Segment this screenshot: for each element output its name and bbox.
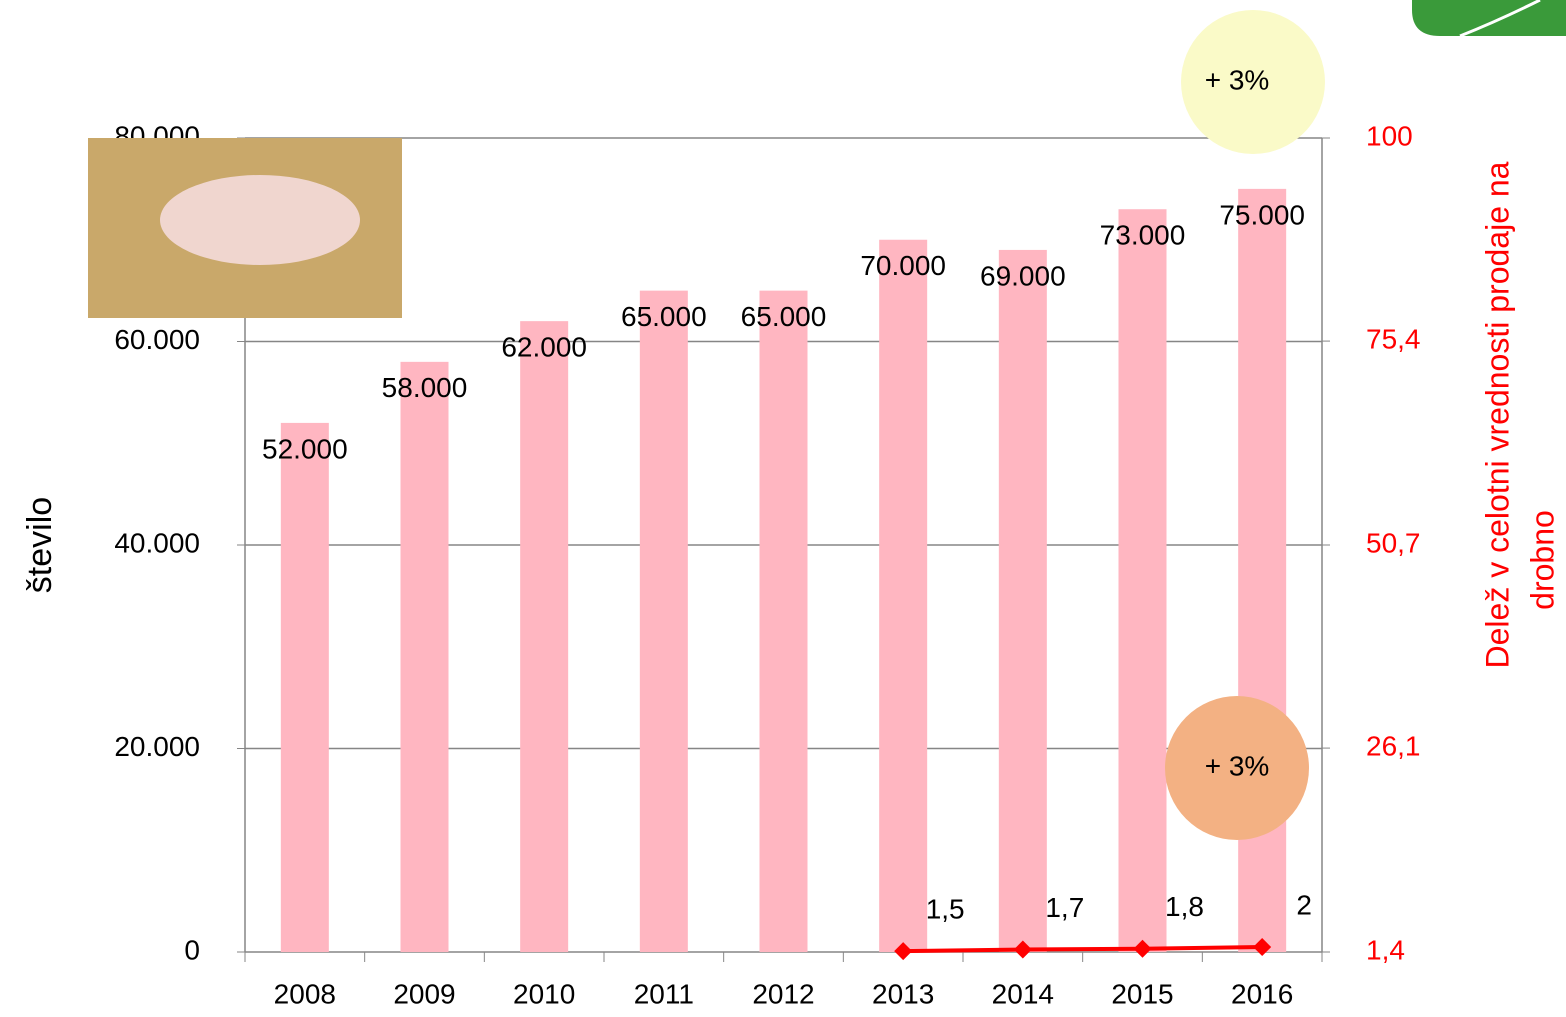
line-marker (1013, 940, 1032, 959)
y2-tick-label: 100 (1366, 120, 1413, 151)
x-tick-label: 2014 (992, 978, 1054, 1009)
x-tick-label: 2008 (274, 978, 336, 1009)
annotation: + 3% (1205, 64, 1270, 95)
data-label: 2 (1296, 889, 1312, 920)
bar (400, 361, 449, 953)
x-tick-label: 2010 (513, 978, 575, 1009)
logo-swoosh (1459, 0, 1541, 38)
data-label: 62.000 (501, 332, 587, 363)
line (903, 945, 1263, 954)
bar (759, 290, 808, 952)
bar (639, 290, 688, 952)
annotation: + 3% (1205, 750, 1270, 781)
y2-tick-label: 50,7 (1366, 527, 1421, 558)
data-label: 75.000 (1219, 199, 1305, 230)
x-tick-label: 2012 (752, 978, 814, 1009)
data-label: 1,7 (1045, 892, 1084, 923)
bar (280, 422, 329, 952)
data-label: 52.000 (262, 433, 348, 464)
data-label: 65.000 (621, 301, 707, 332)
x-tick-label: 2015 (1111, 978, 1173, 1009)
x-tick-label: 2009 (393, 978, 455, 1009)
data-label: 69.000 (980, 260, 1066, 291)
pig-photo-pig (160, 175, 360, 265)
annotation-circle (1181, 10, 1325, 154)
data-label: 58.000 (382, 372, 468, 403)
data-label: 70.000 (860, 250, 946, 281)
y-tick-label: 20.000 (114, 731, 200, 762)
y2-axis-label: Delež v celotni vrednosti prodaje na (1479, 161, 1515, 668)
y-tick-label: 40.000 (114, 527, 200, 558)
data-label: 73.000 (1100, 220, 1186, 251)
line-marker (1253, 938, 1272, 957)
logo (1412, 0, 1566, 36)
y2-tick-label: 26,1 (1366, 730, 1421, 761)
y2-tick-label: 1,4 (1366, 934, 1405, 965)
x-tick-label: 2011 (634, 978, 694, 1009)
x-tick-label: 2016 (1231, 978, 1293, 1009)
bar (879, 239, 928, 952)
line-marker (1133, 939, 1152, 958)
data-label: 65.000 (741, 301, 827, 332)
data-label: 1,5 (926, 894, 965, 925)
y2-axis-label: drobno (1524, 510, 1560, 610)
y-axis-label: število (21, 497, 59, 593)
data-label: 1,8 (1165, 891, 1204, 922)
y-tick-label: 60.000 (114, 324, 200, 355)
bar (1118, 209, 1167, 953)
annotation-circle (1165, 696, 1309, 840)
y2-tick-label: 75,4 (1366, 323, 1421, 354)
line-marker (894, 942, 913, 961)
x-tick-label: 2013 (872, 978, 934, 1009)
bar (998, 249, 1047, 953)
y-tick-label: 0 (184, 934, 200, 965)
bar (520, 321, 569, 952)
